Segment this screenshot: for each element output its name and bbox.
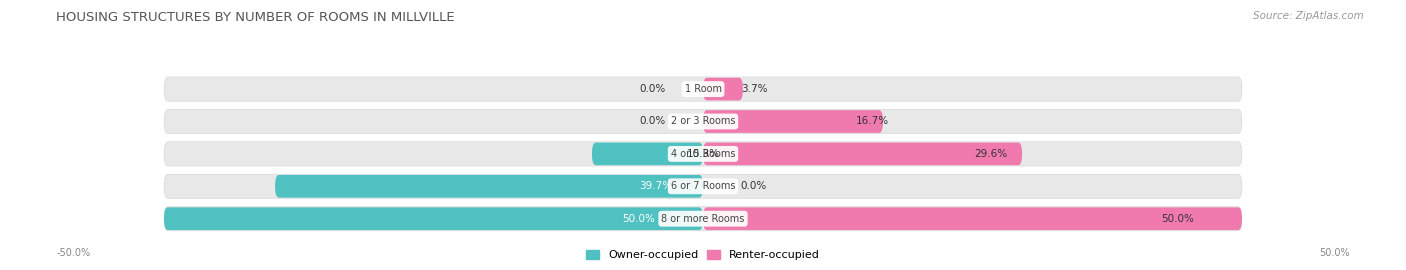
Text: 4 or 5 Rooms: 4 or 5 Rooms [671,149,735,159]
Text: 0.0%: 0.0% [638,84,665,94]
FancyBboxPatch shape [703,110,883,133]
Text: 3.7%: 3.7% [741,84,768,94]
Text: -50.0%: -50.0% [56,248,90,258]
FancyBboxPatch shape [165,174,1241,198]
FancyBboxPatch shape [703,207,1241,230]
Text: 16.7%: 16.7% [856,116,889,127]
FancyBboxPatch shape [165,142,1241,166]
FancyBboxPatch shape [165,77,1241,101]
FancyBboxPatch shape [165,207,1241,231]
Text: 39.7%: 39.7% [638,181,672,191]
Text: 8 or more Rooms: 8 or more Rooms [661,214,745,224]
Text: 0.0%: 0.0% [638,116,665,127]
Text: HOUSING STRUCTURES BY NUMBER OF ROOMS IN MILLVILLE: HOUSING STRUCTURES BY NUMBER OF ROOMS IN… [56,11,456,24]
Text: 50.0%: 50.0% [1161,214,1194,224]
Text: 0.0%: 0.0% [741,181,768,191]
FancyBboxPatch shape [276,175,703,198]
Text: 10.3%: 10.3% [686,149,720,159]
FancyBboxPatch shape [703,143,1022,165]
FancyBboxPatch shape [592,143,703,165]
Text: 29.6%: 29.6% [974,149,1007,159]
Text: 50.0%: 50.0% [1319,248,1350,258]
Text: 2 or 3 Rooms: 2 or 3 Rooms [671,116,735,127]
Text: 6 or 7 Rooms: 6 or 7 Rooms [671,181,735,191]
Text: 50.0%: 50.0% [623,214,655,224]
Legend: Owner-occupied, Renter-occupied: Owner-occupied, Renter-occupied [581,245,825,264]
Text: Source: ZipAtlas.com: Source: ZipAtlas.com [1253,11,1364,21]
Text: 1 Room: 1 Room [685,84,721,94]
FancyBboxPatch shape [703,78,742,100]
FancyBboxPatch shape [165,109,1241,134]
FancyBboxPatch shape [165,207,703,230]
